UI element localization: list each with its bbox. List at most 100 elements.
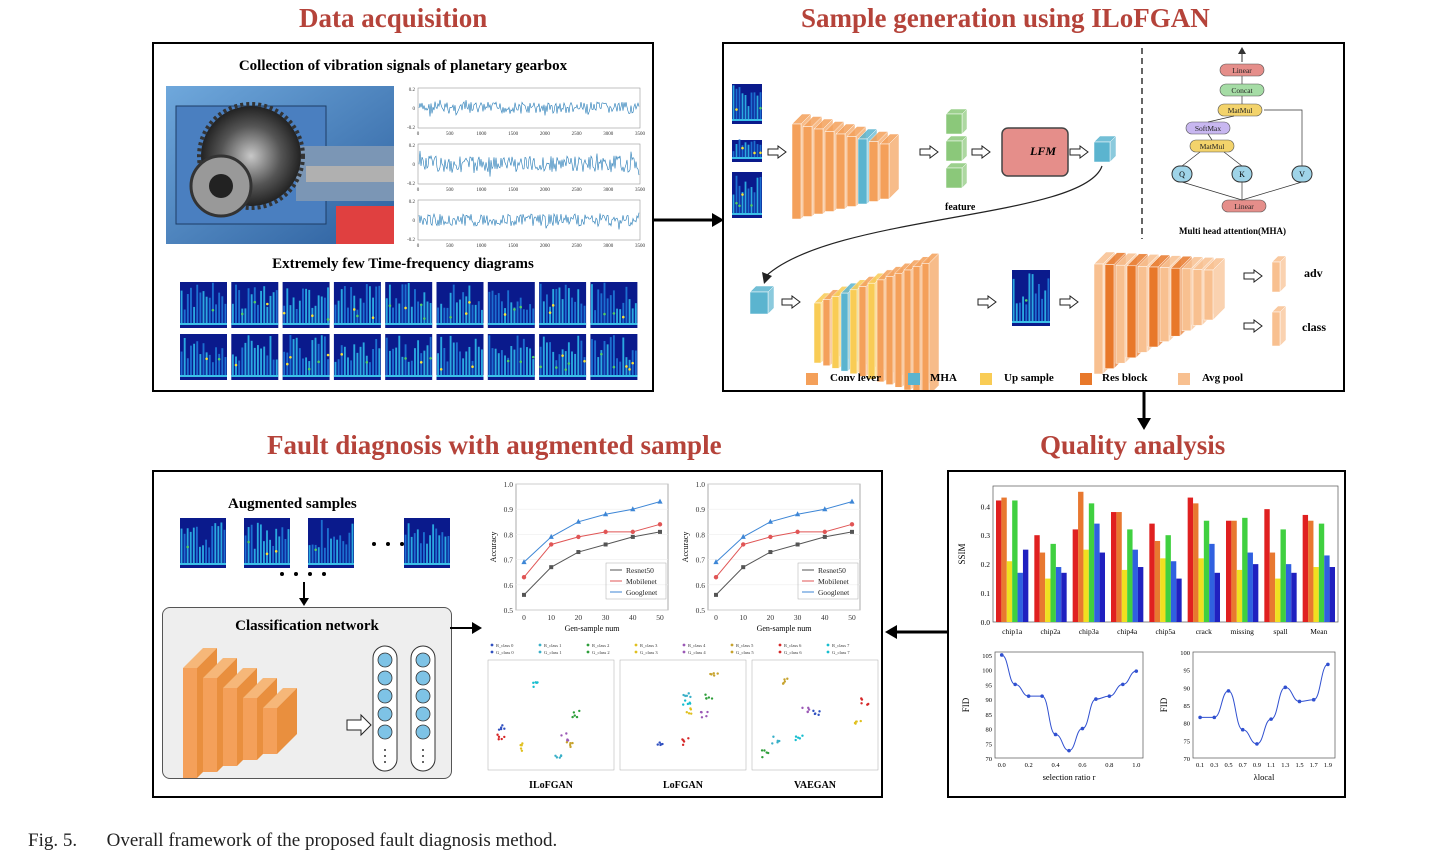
fid-xtick: 0.0 (998, 762, 1006, 769)
spectrogram-hotspot (429, 357, 432, 360)
curve-arrow (765, 165, 1103, 277)
arrow-generated (1059, 295, 1079, 309)
ssim-bar (1083, 549, 1089, 622)
ssim-bar (1160, 558, 1166, 622)
spectrogram-hotspot (205, 357, 208, 361)
fid-xtick: 0.7 (1239, 762, 1248, 769)
tsne-point (560, 734, 563, 737)
augmented-samples (180, 518, 450, 606)
tsne-point (499, 726, 503, 729)
spectrogram-hotspot (365, 360, 369, 364)
tsne-legend-marker (634, 650, 638, 654)
acc-point (630, 529, 635, 535)
tf-diagram (180, 334, 227, 380)
block-front (791, 123, 802, 220)
acc-point (630, 506, 636, 512)
tf-diagram (231, 334, 279, 380)
block-front (846, 136, 857, 207)
spectrogram-hotspot (247, 540, 250, 544)
tf-diagram (487, 282, 535, 328)
signal-xtick: 1500 (508, 188, 519, 193)
block-front (1093, 263, 1104, 375)
spectrogram-band (487, 323, 535, 325)
signal-xtick: 1500 (508, 132, 519, 137)
spectrogram-hotspot (234, 363, 238, 367)
tsne-point (687, 737, 690, 740)
augmented-label: Augmented samples (228, 496, 357, 512)
tf-diagram (590, 282, 638, 328)
acc-series-line (715, 531, 853, 596)
augmented-sample (308, 518, 354, 568)
signal-trace (418, 150, 640, 177)
acc-point (603, 542, 608, 547)
ssim-bar (1329, 567, 1335, 622)
block-front (857, 138, 868, 205)
signal-frame (417, 143, 641, 185)
ssim-ytick: 0.1 (981, 589, 991, 598)
ssim-bar (1094, 523, 1100, 622)
acc-ytick: 0.7 (504, 556, 514, 565)
tsne-point (496, 733, 499, 736)
acc-xtick: 10 (739, 613, 747, 622)
mha-block-label: Linear (1232, 66, 1252, 75)
block-front (868, 141, 879, 202)
fc-neuron (377, 688, 393, 704)
acc-point (575, 518, 581, 524)
acc-ytick: 0.9 (696, 505, 706, 514)
signal-xtick: 2000 (540, 244, 551, 249)
fid-ytick: 90 (1184, 685, 1191, 692)
caption-text: Overall framework of the proposed fault … (106, 830, 558, 851)
tsne-point (573, 714, 576, 717)
signal-xtick: 1000 (476, 132, 487, 137)
fid-ytick: 100 (1180, 650, 1190, 657)
spectrogram-hotspot (506, 359, 510, 363)
ssim-category: missing (1230, 627, 1254, 636)
fid-xtick: 0.4 (1051, 762, 1060, 769)
signal-xtick: 0 (417, 132, 420, 137)
tf-diagram (385, 334, 433, 380)
fid-xtick: 0.6 (1078, 762, 1087, 769)
fc-dot (384, 749, 386, 751)
legend-label-res: Res block (1102, 372, 1148, 384)
acc-xtick: 30 (602, 613, 610, 622)
acc-point (549, 542, 554, 547)
ssim-ytick: 0.3 (981, 531, 991, 540)
fid-point (1269, 717, 1273, 721)
ssim-category: chip2a (1041, 627, 1062, 636)
spectrogram-hotspot (531, 355, 535, 359)
mha-block-label: Linear (1234, 202, 1254, 211)
tsne-legend-marker (826, 643, 830, 647)
tsne-legend-label: G_class 3 (640, 650, 658, 655)
acc-xlabel: Gen-sample num (757, 624, 813, 633)
fid-ytick: 90 (986, 697, 993, 704)
spectrogram-band (244, 563, 290, 565)
block-front (921, 263, 930, 390)
ssim-bar (1121, 569, 1128, 622)
legend-swatch-up (980, 373, 992, 385)
ssim-bar (1017, 572, 1023, 622)
fc-dot (384, 755, 386, 757)
legend-swatch-mha (908, 373, 920, 385)
tsne-label: VAEGAN (794, 780, 837, 791)
acc-xtick: 20 (575, 613, 583, 622)
acc-xtick: 40 (629, 613, 637, 622)
tsne-point (806, 710, 809, 713)
tsne-point (760, 749, 764, 752)
spectrogram-hotspot (628, 368, 631, 371)
spectrogram-hotspot (419, 361, 423, 364)
acc-point (795, 542, 800, 547)
ssim-category: Mean (1310, 627, 1327, 636)
ssim-ytick: 0.0 (981, 618, 991, 627)
spectrogram-hotspot (539, 365, 542, 369)
tsne-point (786, 677, 789, 680)
ssim-bar (1275, 578, 1281, 622)
tf-diagram (282, 334, 330, 380)
ellipsis-dot (308, 572, 312, 576)
tsne-point (772, 735, 775, 738)
qkv-label: K (1239, 170, 1245, 179)
tsne-point (776, 741, 779, 744)
block-front (835, 133, 846, 210)
tsne-point (699, 710, 703, 714)
mha-edge (1264, 109, 1303, 166)
tsne-point (503, 735, 506, 739)
